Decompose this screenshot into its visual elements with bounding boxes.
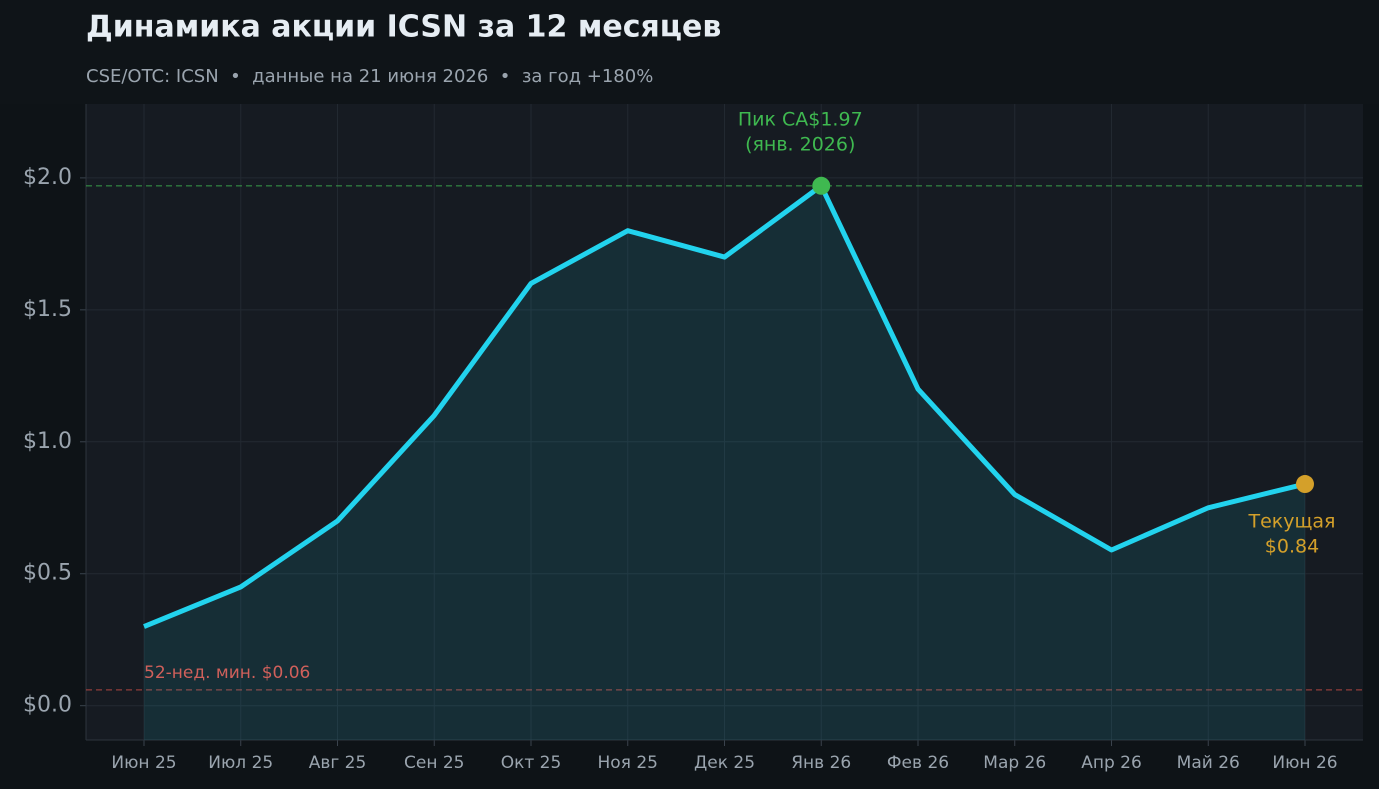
header-band <box>0 0 1379 104</box>
annotation-label: Пик CA$1.97 <box>738 108 863 130</box>
chart-subtitle: CSE/OTC: ICSN • данные на 21 июня 2026 •… <box>86 66 653 87</box>
x-tick-label: Окт 25 <box>501 753 562 773</box>
x-tick-label: Июн 26 <box>1272 753 1337 773</box>
y-tick-label: $0.0 <box>23 693 72 718</box>
chart-title: Динамика акции ICSN за 12 месяцев <box>86 10 721 45</box>
annotation-label: (янв. 2026) <box>745 133 855 155</box>
x-tick-label: Ноя 25 <box>598 753 658 773</box>
annotation-marker <box>812 176 831 195</box>
x-tick-label: Авг 25 <box>309 753 367 773</box>
y-tick-label: $2.0 <box>23 165 72 190</box>
x-tick-label: Июл 25 <box>208 753 273 773</box>
annotation-label: Текущая <box>1248 511 1336 533</box>
x-tick-label: Фев 26 <box>887 753 949 773</box>
x-tick-label: Дек 25 <box>694 753 755 773</box>
reference-label: 52-нед. мин. $0.06 <box>144 663 310 683</box>
y-tick-label: $0.5 <box>23 561 72 586</box>
y-tick-label: $1.5 <box>23 297 72 322</box>
x-tick-label: Сен 25 <box>404 753 464 773</box>
x-tick-label: Апр 26 <box>1081 753 1142 773</box>
x-tick-label: Июн 25 <box>111 753 176 773</box>
annotation-marker <box>1296 475 1314 494</box>
x-tick-label: Мар 26 <box>983 753 1046 773</box>
line <box>143 183 1306 629</box>
y-tick-label: $1.0 <box>23 429 72 454</box>
x-tick-label: Янв 26 <box>791 753 851 773</box>
x-tick-label: Май 26 <box>1177 753 1240 773</box>
area <box>144 185 1305 740</box>
annotation-label: $0.84 <box>1265 536 1319 558</box>
